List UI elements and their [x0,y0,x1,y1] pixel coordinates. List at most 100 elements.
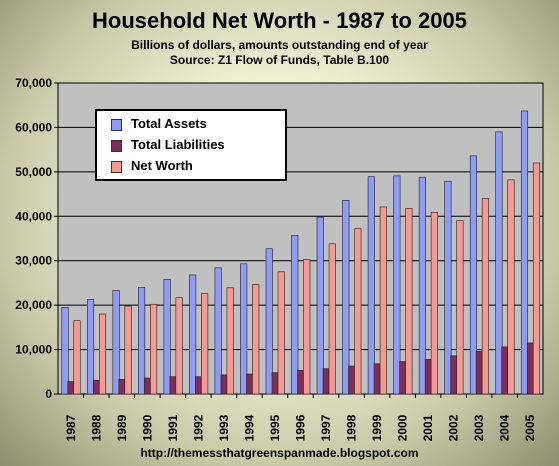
x-tick-label: 1990 [140,414,154,441]
bar-total-assets [444,180,452,395]
y-tick-label: 10,000 [15,343,52,357]
bar-total-liabilities [67,381,75,395]
x-tick-label: 1995 [268,414,282,441]
bar-net-worth [532,162,541,395]
x-tick-label: 1994 [242,414,256,441]
bar-total-assets [265,248,273,395]
x-tick-label: 2000 [396,414,410,441]
chart-subtitle-units: Billions of dollars, amounts outstanding… [131,38,428,52]
legend-item-liabilities: Total Liabilities [111,137,225,155]
x-tick-label: 1998 [345,414,359,441]
bar-net-worth [405,207,413,395]
y-tick-label: 0 [45,387,52,401]
bar-net-worth [226,287,234,395]
bar-net-worth [277,271,285,395]
x-tick-label: 1991 [166,414,180,441]
bar-total-liabilities [144,377,152,395]
y-tick-label: 40,000 [15,209,52,223]
bar-total-assets [495,131,503,395]
bar-total-liabilities [373,363,381,395]
legend-label-liabilities: Total Liabilities [131,137,225,152]
bar-net-worth [175,297,183,395]
x-tick-label: 2001 [421,414,435,441]
bar-total-liabilities [195,376,203,395]
bar-total-assets [86,299,95,395]
x-tick-label: 2002 [447,414,461,441]
x-tick-label: 1988 [89,414,103,441]
legend-swatch-networth [111,161,122,173]
bar-total-assets [342,199,350,395]
y-tick-label: 60,000 [15,120,52,134]
bar-net-worth [73,320,81,395]
bar-total-assets [112,290,120,395]
bar-net-worth [150,303,158,395]
y-tick-label: 30,000 [15,254,52,268]
bar-total-liabilities [169,376,177,395]
bar-net-worth [354,228,362,395]
bar-total-assets [61,307,69,395]
x-tick-label: 1987 [64,414,78,441]
bar-net-worth [430,211,438,395]
bar-total-assets [469,155,477,395]
legend-item-assets: Total Assets [111,116,207,134]
bar-total-liabilities [424,359,432,395]
y-tick-label: 50,000 [15,165,52,179]
bar-total-liabilities [348,365,356,395]
bar-total-liabilities [246,373,254,395]
bar-total-liabilities [220,374,228,395]
bar-total-liabilities [526,342,535,395]
bar-total-assets [418,176,426,395]
bar-net-worth [481,198,489,395]
y-tick-label: 20,000 [15,298,52,312]
x-tick-label: 1996 [294,414,308,441]
bar-total-liabilities [322,368,330,395]
legend-label-networth: Net Worth [131,158,193,173]
bar-net-worth [379,206,387,395]
x-tick-label: 2004 [498,414,512,441]
bar-total-assets [138,287,146,395]
bar-net-worth [124,305,132,395]
bar-total-assets [316,216,324,395]
bar-total-liabilities [92,379,101,395]
legend-item-networth: Net Worth [111,158,193,176]
bar-total-liabilities [501,346,509,395]
legend-label-assets: Total Assets [131,116,207,131]
footer-url: http://themessthatgreenspanmade.blogspot… [140,446,419,460]
bar-net-worth [98,313,107,395]
bar-total-assets [520,110,529,395]
bar-total-liabilities [297,370,305,395]
bar-total-liabilities [475,351,483,395]
bar-total-assets [291,235,299,395]
bar-total-assets [163,279,171,395]
x-tick-label: 1992 [191,414,205,441]
x-tick-label: 1993 [217,414,231,441]
bar-net-worth [201,293,209,395]
y-tick-label: 70,000 [15,76,52,90]
bar-net-worth [303,259,311,395]
legend-swatch-assets [111,119,122,131]
x-tick-label: 1999 [370,414,384,441]
bar-total-assets [240,263,248,395]
bar-total-assets [393,175,401,395]
bar-total-assets [367,176,375,395]
bar-net-worth [328,243,336,395]
bar-total-liabilities [271,372,279,395]
bar-total-liabilities [118,379,126,395]
x-tick-label: 1989 [115,414,129,441]
bar-net-worth [252,284,260,395]
x-tick-label: 2003 [472,414,486,441]
bar-net-worth [507,179,515,395]
bar-total-assets [214,267,222,395]
bar-total-assets [189,274,197,395]
bar-net-worth [456,220,464,395]
chart-subtitle-source: Source: Z1 Flow of Funds, Table B.100 [169,53,390,67]
x-tick-label: 2005 [523,414,537,441]
chart-legend: Total Assets Total Liabilities Net Worth [95,109,287,181]
bar-total-liabilities [399,361,407,395]
x-tick-label: 1997 [319,414,333,441]
bar-total-liabilities [450,355,458,395]
chart-title: Household Net Worth - 1987 to 2005 [92,8,467,33]
legend-swatch-liabilities [111,140,122,152]
